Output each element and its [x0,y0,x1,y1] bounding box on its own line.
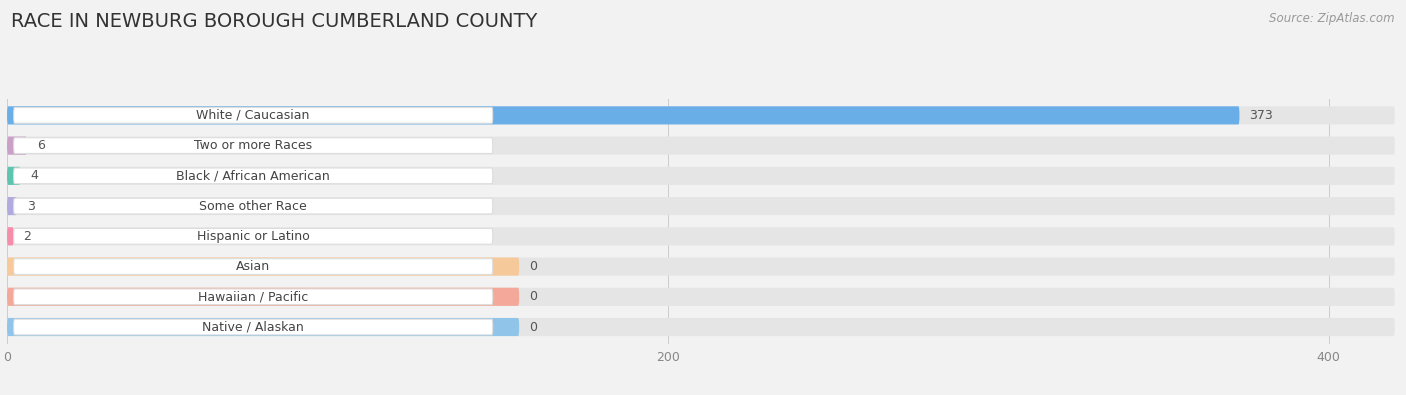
Text: 373: 373 [1250,109,1272,122]
FancyBboxPatch shape [14,198,492,214]
FancyBboxPatch shape [14,319,492,335]
FancyBboxPatch shape [7,106,1395,124]
FancyBboxPatch shape [7,288,1395,306]
Text: 0: 0 [529,260,537,273]
FancyBboxPatch shape [7,318,519,336]
Text: 6: 6 [37,139,45,152]
Text: Asian: Asian [236,260,270,273]
Text: 4: 4 [30,169,38,182]
FancyBboxPatch shape [14,168,492,184]
Text: 3: 3 [27,199,35,213]
Text: 0: 0 [529,290,537,303]
Text: 2: 2 [24,230,31,243]
FancyBboxPatch shape [7,197,1395,215]
FancyBboxPatch shape [7,258,1395,276]
Text: Black / African American: Black / African American [176,169,330,182]
FancyBboxPatch shape [14,228,492,244]
FancyBboxPatch shape [7,258,519,276]
FancyBboxPatch shape [14,138,492,154]
Text: Hispanic or Latino: Hispanic or Latino [197,230,309,243]
FancyBboxPatch shape [7,167,20,185]
FancyBboxPatch shape [14,289,492,305]
FancyBboxPatch shape [7,167,1395,185]
Text: Two or more Races: Two or more Races [194,139,312,152]
FancyBboxPatch shape [7,227,14,245]
FancyBboxPatch shape [7,137,27,155]
FancyBboxPatch shape [7,106,1240,124]
Text: 0: 0 [529,320,537,333]
Text: Some other Race: Some other Race [200,199,307,213]
FancyBboxPatch shape [7,318,1395,336]
FancyBboxPatch shape [14,259,492,275]
Text: RACE IN NEWBURG BOROUGH CUMBERLAND COUNTY: RACE IN NEWBURG BOROUGH CUMBERLAND COUNT… [11,12,537,31]
Text: Hawaiian / Pacific: Hawaiian / Pacific [198,290,308,303]
FancyBboxPatch shape [7,137,1395,155]
FancyBboxPatch shape [7,197,17,215]
FancyBboxPatch shape [7,227,1395,245]
Text: Native / Alaskan: Native / Alaskan [202,320,304,333]
FancyBboxPatch shape [7,288,519,306]
FancyBboxPatch shape [14,107,492,123]
Text: Source: ZipAtlas.com: Source: ZipAtlas.com [1270,12,1395,25]
Text: White / Caucasian: White / Caucasian [197,109,309,122]
